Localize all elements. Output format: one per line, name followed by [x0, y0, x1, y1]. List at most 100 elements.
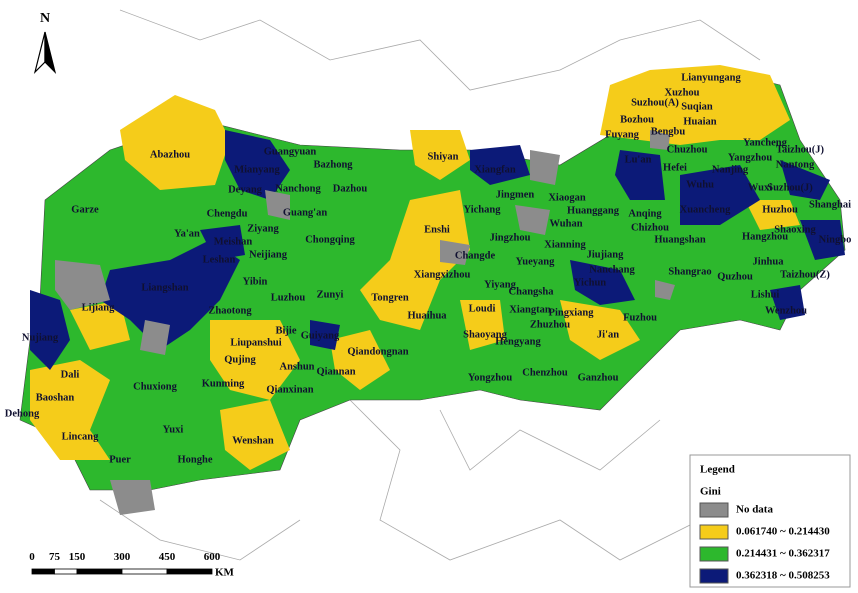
city-label: Yichun — [574, 277, 606, 288]
city-label: Shangrao — [668, 266, 711, 277]
legend-subtitle: Gini — [700, 486, 721, 498]
city-label: Chongqing — [305, 234, 355, 245]
city-label: Xuzhou — [664, 87, 699, 98]
city-label: Hefei — [663, 162, 687, 173]
city-label: Taizhou(Z) — [780, 269, 830, 280]
city-label: Lincang — [62, 431, 100, 442]
city-label: Yichang — [464, 204, 502, 215]
city-label: Huaihua — [407, 310, 447, 321]
city-label: Kunming — [202, 378, 245, 389]
city-label: Qiannan — [316, 366, 355, 377]
city-label: Loudi — [469, 303, 496, 314]
city-label: Suzhou(J) — [767, 182, 813, 193]
city-label: Baoshan — [36, 392, 75, 403]
scale-segment — [166, 568, 213, 575]
city-label: Anqing — [628, 208, 662, 219]
scale-tick-label: 300 — [114, 551, 131, 563]
city-label: Yueyang — [516, 256, 555, 267]
city-label: Guang'an — [283, 207, 328, 218]
city-label: Jiujiang — [587, 249, 625, 260]
city-label: Dehong — [5, 408, 40, 419]
city-label: Wenshan — [232, 435, 274, 446]
city-label: Guiyang — [301, 330, 340, 341]
city-label: Huaian — [683, 116, 716, 127]
city-label: Abazhou — [150, 149, 190, 160]
legend-label: No data — [736, 504, 773, 516]
city-label: Hangzhou — [742, 231, 788, 242]
city-label: Bazhong — [313, 159, 353, 170]
city-label: Honghe — [177, 454, 212, 465]
city-label: Xuancheng — [680, 204, 732, 215]
scale-tick-label: 0 — [29, 551, 35, 563]
scale-segment — [76, 568, 123, 575]
city-label: Shiyan — [428, 151, 459, 162]
city-label: Bengbu — [651, 126, 686, 137]
scale-segment — [31, 568, 55, 575]
city-label: Puer — [109, 454, 131, 465]
city-label: Changsha — [509, 286, 555, 297]
city-label: Jingmen — [496, 189, 535, 200]
scale-tick-label: 450 — [159, 551, 176, 563]
legend-swatch — [699, 502, 729, 518]
city-label: Xiangtan — [509, 304, 551, 315]
city-label: Guangyuan — [264, 146, 317, 157]
scale-tick-label: 150 — [69, 551, 86, 563]
city-label: Nanchang — [589, 264, 635, 275]
city-label: Xiaogan — [548, 192, 586, 203]
city-label: Neijiang — [249, 249, 288, 260]
city-label: Suzhou(A) — [631, 97, 679, 108]
city-label: Jingzhou — [490, 232, 531, 243]
city-label: Qujing — [224, 354, 256, 365]
legend-label: 0.214431 ~ 0.362317 — [736, 548, 830, 560]
city-label: Chuxiong — [133, 381, 178, 392]
city-label: Nujiang — [22, 332, 59, 343]
city-label: Ganzhou — [578, 372, 619, 383]
city-label: Enshi — [424, 224, 450, 235]
legend-swatch — [699, 524, 729, 540]
city-label: Garze — [71, 204, 99, 215]
city-label: Xianning — [544, 239, 586, 250]
city-label: Yancheng — [743, 137, 788, 148]
city-label: Jinhua — [753, 256, 785, 267]
city-label: Yongzhou — [468, 372, 513, 383]
city-label: Lu'an — [625, 154, 652, 165]
city-label: Bijie — [276, 325, 297, 336]
city-label: Luzhou — [271, 292, 306, 303]
north-label: N — [40, 11, 50, 26]
city-label: Quzhou — [717, 271, 753, 282]
city-label: Tongren — [371, 292, 409, 303]
legend: Legend Gini No data 0.061740 ~ 0.214430 0.… — [689, 454, 851, 588]
city-label: Yiyang — [484, 279, 516, 290]
city-label: Nanjing — [712, 164, 749, 175]
city-label: Nanchong — [275, 183, 321, 194]
city-label: Chengdu — [207, 208, 248, 219]
legend-title: Legend — [700, 464, 735, 476]
legend-box — [689, 454, 851, 588]
legend-label: 0.362318 ~ 0.508253 — [736, 570, 830, 582]
city-label: Yuxi — [163, 424, 184, 435]
city-label: Bozhou — [620, 114, 654, 125]
city-label: Zunyi — [317, 289, 344, 300]
city-label: Anshun — [279, 361, 314, 372]
city-label: Fuzhou — [623, 312, 657, 323]
scale-tick-label: 600 — [204, 551, 221, 563]
city-label: Pingxiang — [549, 307, 595, 318]
city-label: Xiangfan — [474, 164, 516, 175]
regions — [19, 65, 846, 515]
city-label: Dali — [61, 369, 80, 380]
city-label: Lijiang — [82, 302, 115, 313]
city-label: Huangshan — [654, 234, 706, 245]
scale-tick-label: 75 — [49, 551, 61, 563]
city-label: Liangshan — [141, 282, 188, 293]
city-label: Changde — [455, 250, 496, 261]
city-label: Huanggang — [567, 205, 620, 216]
city-label: Ya'an — [174, 228, 200, 239]
legend-label: 0.061740 ~ 0.214430 — [736, 526, 830, 538]
city-label: Shaoxing — [774, 224, 816, 235]
city-label: Mianyang — [234, 164, 280, 175]
city-label: Shaoyang — [463, 329, 508, 340]
city-label: Wenzhou — [765, 305, 807, 316]
city-label: Nantong — [776, 159, 815, 170]
city-label: Huzhou — [762, 204, 798, 215]
